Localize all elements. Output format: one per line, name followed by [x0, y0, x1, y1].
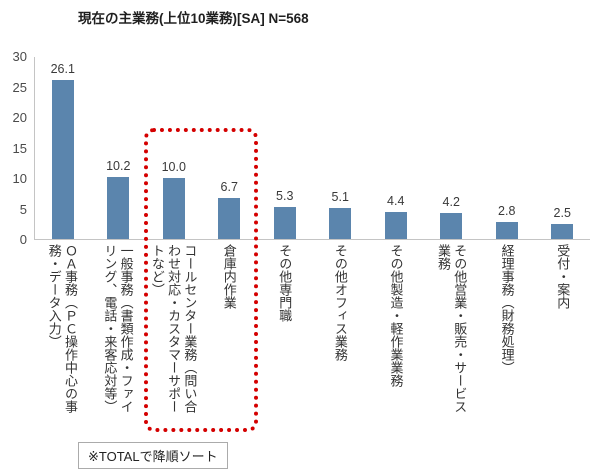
bar: [107, 176, 130, 239]
category-label-slot: 倉庫内作業: [201, 244, 257, 429]
bar: [551, 223, 574, 239]
y-tick-label: 20: [12, 110, 27, 125]
bar: [162, 178, 185, 239]
bar: [51, 79, 74, 239]
bar-value-label: 6.7: [220, 180, 238, 195]
bar-value-label: 10.0: [161, 160, 186, 174]
bar-slot: 2.8: [479, 57, 535, 239]
bar-slot: 6.7: [202, 57, 258, 239]
category-label: その他オフィス業務: [332, 244, 348, 361]
chart-title: 現在の主業務(上位10業務)[SA] N=568: [78, 11, 309, 26]
category-label: コールセンター業務（問い合わせ対応・カスタマーサポートなど）: [149, 244, 198, 413]
bar: [440, 213, 463, 239]
bar-value-label: 2.8: [498, 203, 516, 218]
bar-value-label: 5.1: [331, 189, 349, 204]
category-label-slot: コールセンター業務（問い合わせ対応・カスタマーサポートなど）: [145, 244, 201, 429]
bar: [273, 206, 296, 239]
bar-value-label: 4.4: [387, 194, 405, 209]
category-label: 一般事務（書類作成・ファイリング、電話・来客応対等）: [102, 244, 134, 413]
category-label-slot: 一般事務（書類作成・ファイリング、電話・来客応対等）: [90, 244, 146, 429]
category-label: 経理事務（財務処理）: [499, 244, 515, 374]
bar-slot: 4.4: [368, 57, 424, 239]
bar-value-label: 26.1: [50, 61, 75, 76]
category-label: 受付・案内: [555, 244, 571, 309]
bar: [384, 212, 407, 239]
x-axis-labels: ＯＡ事務（ＰＣ操作中心の事務・データ入力） 一般事務（書類作成・ファイリング、電話…: [34, 244, 590, 429]
category-label-slot: その他製造・軽作業業務: [368, 244, 424, 429]
bar-slot: 26.1: [35, 57, 91, 239]
bar-value-label: 2.5: [553, 205, 571, 220]
category-label-slot: 受付・案内: [534, 244, 590, 429]
category-label: その他専門職: [277, 244, 293, 322]
bar: [329, 207, 352, 239]
bar-slot: 2.5: [535, 57, 591, 239]
category-label-slot: その他専門職: [256, 244, 312, 429]
bar-slot: 10.2: [91, 57, 147, 239]
category-label-slot: その他営業・販売・サービス業務: [423, 244, 479, 429]
category-label-slot: 経理事務（財務処理）: [479, 244, 535, 429]
bar-slot: 10.0: [146, 57, 202, 239]
y-tick-label: 30: [12, 49, 27, 64]
category-label: その他営業・販売・サービス業務: [435, 244, 468, 413]
bar-slot: 5.3: [257, 57, 313, 239]
category-label: ＯＡ事務（ＰＣ操作中心の事務・データ入力）: [46, 244, 79, 413]
category-label: その他製造・軽作業業務: [388, 244, 404, 387]
y-tick-label: 10: [12, 171, 27, 186]
y-tick-label: 25: [12, 79, 27, 95]
plot-area: 26.1 10.2 10.0 6.7 5.3 5.1 4.4 4.2 2.8 2.5: [34, 57, 590, 240]
category-label-slot: ＯＡ事務（ＰＣ操作中心の事務・データ入力）: [34, 244, 90, 429]
category-label: 倉庫内作業: [221, 244, 237, 309]
bar: [495, 221, 518, 239]
bar-value-label: 4.2: [442, 195, 460, 210]
y-tick-label: 5: [19, 201, 27, 217]
category-label-slot: その他オフィス業務: [312, 244, 368, 429]
bar: [218, 198, 241, 239]
y-axis: 0 5 10 15 20 25 30: [0, 0, 30, 471]
footnote: ※TOTALで降順ソート: [78, 442, 228, 469]
bar-slot: 4.2: [424, 57, 480, 239]
bar-value-label: 10.2: [106, 158, 131, 173]
y-tick-label: 15: [12, 140, 27, 156]
bar-value-label: 5.3: [276, 188, 294, 203]
bar-slot: 5.1: [313, 57, 369, 239]
y-tick-label: 0: [19, 232, 27, 247]
